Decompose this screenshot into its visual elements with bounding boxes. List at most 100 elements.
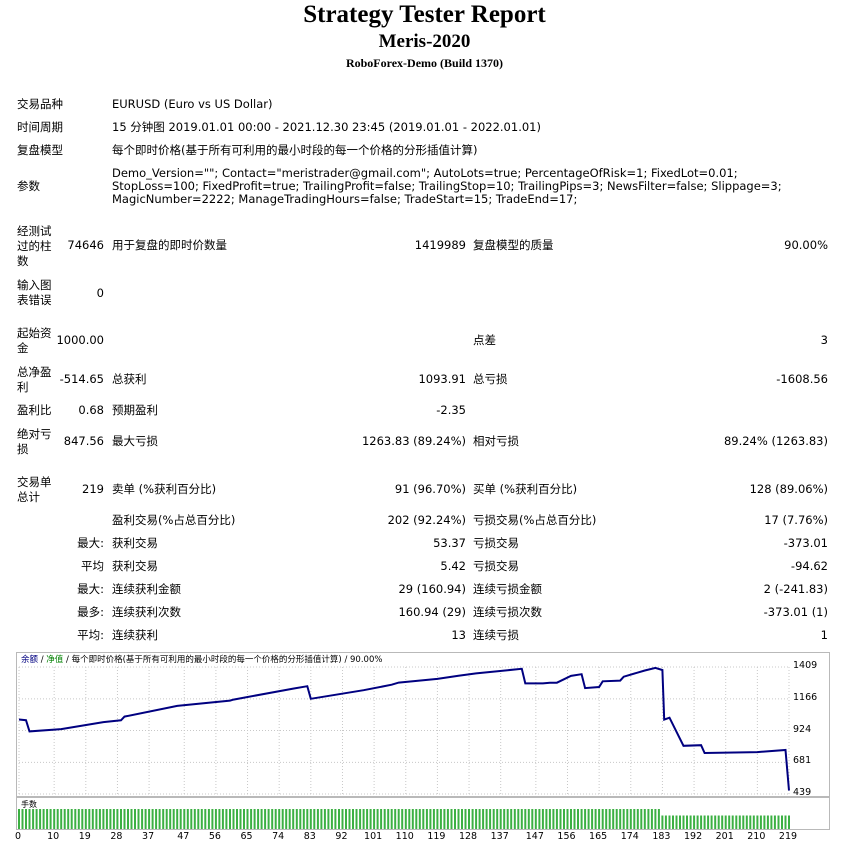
- volume-bar: [390, 809, 393, 829]
- volume-bar: [134, 809, 136, 829]
- volume-bar: [338, 809, 340, 829]
- volume-bar: [591, 809, 594, 829]
- volume-bar: [643, 809, 646, 829]
- volume-bar: [39, 809, 42, 829]
- volume-bar: [548, 809, 551, 829]
- max-cons-loss-amt-label: 连续亏损金额: [473, 582, 542, 596]
- most-prefix: 最多:: [77, 605, 104, 619]
- volume-bar: [144, 809, 147, 829]
- x-tick-label: 37: [142, 831, 155, 842]
- volume-bar: [415, 809, 418, 829]
- volume-bar: [369, 809, 372, 829]
- volume-bar: [77, 809, 80, 829]
- volume-bar: [766, 815, 769, 829]
- y-tick-label: 1166: [793, 691, 818, 703]
- volume-bar: [232, 809, 235, 829]
- volume-bar: [647, 809, 650, 829]
- volume-bar: [735, 815, 738, 829]
- params-value: Demo_Version=""; Contact="meristrader@gm…: [112, 166, 782, 206]
- volume-bar: [784, 815, 787, 829]
- model-label: 复盘模型: [17, 143, 63, 157]
- volume-bar: [345, 809, 347, 829]
- long-value: 128 (89.06%): [749, 482, 828, 496]
- volume-bar: [489, 809, 492, 829]
- volume-bar: [513, 809, 516, 829]
- volume-bar: [316, 809, 319, 829]
- volume-bar: [91, 809, 94, 829]
- period-value: 15 分钟图 2019.01.01 00:00 - 2021.12.30 23:…: [112, 120, 541, 134]
- volume-bar: [239, 809, 242, 829]
- balance-line: [18, 666, 790, 791]
- volume-bar: [429, 809, 432, 829]
- volume-bar: [404, 809, 407, 829]
- volume-bar: [492, 809, 495, 829]
- volume-bar: [601, 809, 604, 829]
- volume-bar: [622, 809, 625, 829]
- volume-bar: [327, 809, 330, 829]
- gross-profit-value: 1093.91: [418, 372, 466, 386]
- long-label: 买单 (%获利百分比): [473, 482, 578, 496]
- volume-bar: [506, 809, 509, 829]
- x-tick-label: 210: [747, 831, 766, 842]
- volume-bar: [728, 815, 731, 829]
- volume-bar: [218, 809, 221, 829]
- largest-loss-label: 亏损交易: [473, 536, 519, 550]
- volume-bar: [752, 815, 755, 829]
- x-tick-label: 101: [364, 831, 383, 842]
- x-tick-label: 119: [427, 831, 446, 842]
- volume-bar: [450, 809, 453, 829]
- volume-bar: [749, 815, 752, 829]
- volume-bar: [584, 809, 587, 829]
- volume-bar: [707, 815, 710, 829]
- payoff-value: -2.35: [436, 403, 466, 417]
- avg2-prefix: 平均:: [77, 628, 104, 642]
- volume-bar: [675, 815, 678, 829]
- volume-bar: [362, 809, 365, 829]
- avg-loss-label: 亏损交易: [473, 559, 519, 573]
- volume-bar: [587, 809, 590, 829]
- x-tick-label: 147: [525, 831, 544, 842]
- x-tick-label: 137: [490, 831, 509, 842]
- max-cons-loss-amt-value: 2 (-241.83): [763, 582, 828, 596]
- volume-bar: [257, 809, 260, 829]
- volume-bar: [475, 809, 478, 829]
- volume-bar: [485, 809, 488, 829]
- volume-bar: [703, 815, 706, 829]
- quality-value: 90.00%: [784, 238, 828, 252]
- total-trades-label: 交易单总计: [17, 475, 52, 504]
- max-cons-loss-cnt-value: -373.01 (1): [763, 605, 828, 619]
- volume-bar: [243, 809, 245, 829]
- volume-bar: [214, 809, 217, 829]
- avg-prefix: 平均: [81, 559, 104, 573]
- volume-bar: [619, 809, 622, 829]
- volume-bar: [162, 809, 165, 829]
- volume-bar: [186, 809, 189, 829]
- volume-bar: [672, 815, 674, 829]
- max-cons-win-amt-label: 连续获利金额: [112, 582, 181, 596]
- largest-loss-value: -373.01: [783, 536, 828, 550]
- x-tick-label: 192: [683, 831, 703, 842]
- volume-bar: [176, 809, 179, 829]
- volume-bar: [524, 809, 527, 829]
- volume-bar: [330, 809, 333, 829]
- volume-bar: [422, 809, 425, 829]
- volume-bar: [545, 809, 548, 829]
- volume-bar: [211, 809, 214, 829]
- volume-bar: [781, 815, 783, 829]
- volume-bar: [352, 809, 354, 829]
- volume-bar: [292, 809, 295, 829]
- max-prefix: 最大:: [77, 536, 104, 550]
- volume-bar: [742, 815, 745, 829]
- volume-bar: [668, 815, 671, 829]
- volume-bar: [605, 809, 608, 829]
- rel-dd-label: 相对亏损: [473, 434, 519, 448]
- volume-bar: [285, 809, 288, 829]
- symbol-label: 交易品种: [17, 97, 63, 111]
- y-tick-label: 439: [793, 787, 812, 798]
- volume-bar: [626, 809, 629, 829]
- volume-bar: [67, 809, 70, 829]
- volume-bar: [471, 809, 474, 829]
- volume-bar: [183, 809, 186, 829]
- volume-bar: [376, 809, 379, 829]
- volume-bar: [193, 809, 196, 829]
